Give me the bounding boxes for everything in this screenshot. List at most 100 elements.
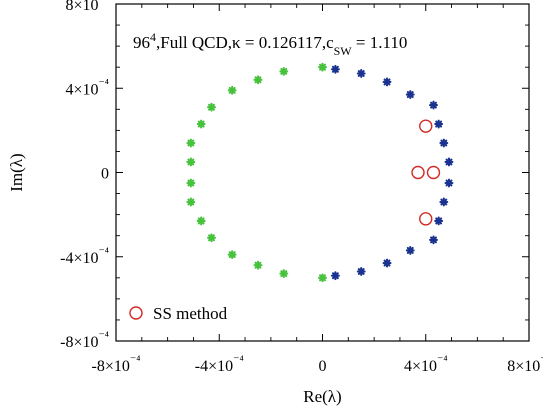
asterisk-stroke bbox=[187, 139, 195, 147]
asterisk-stroke bbox=[208, 103, 215, 111]
tick-label-exponent: ⁻⁴ bbox=[98, 0, 109, 6]
data-point-asterisk bbox=[330, 64, 340, 74]
data-point-asterisk bbox=[253, 260, 263, 270]
plot-border bbox=[115, 3, 530, 342]
data-point-asterisk bbox=[318, 62, 327, 72]
chart-title-part: 96 bbox=[133, 33, 150, 52]
tick-label-base: -8×10 bbox=[60, 334, 98, 351]
data-point-asterisk bbox=[429, 100, 438, 110]
data-point-circle bbox=[411, 165, 425, 180]
asterisk-stroke bbox=[254, 76, 262, 84]
asterisk-stroke bbox=[187, 179, 195, 187]
data-point-asterisk bbox=[186, 138, 196, 148]
axis-labels: Re(λ) Im(λ) bbox=[7, 153, 342, 406]
asterisk-stroke bbox=[435, 120, 443, 128]
tick-label-base: -8×10 bbox=[92, 358, 130, 375]
asterisk-stroke bbox=[357, 70, 365, 77]
data-point-asterisk bbox=[434, 216, 444, 226]
data-point-asterisk bbox=[253, 75, 263, 85]
data-point-asterisk bbox=[196, 119, 206, 129]
data-point-circle bbox=[419, 119, 433, 133]
data-point-asterisk bbox=[444, 157, 454, 167]
x-tick-label: 4×10⁻⁴ bbox=[404, 353, 448, 375]
asterisk-stroke bbox=[383, 259, 391, 267]
y-tick-label: 4×10⁻⁴ bbox=[65, 76, 109, 98]
data-point-asterisk bbox=[444, 178, 454, 188]
y-tick-label: 8×10⁻⁴ bbox=[65, 0, 109, 14]
asterisk-stroke bbox=[280, 270, 288, 278]
x-tick-label: -8×10⁻⁴ bbox=[92, 353, 141, 375]
plot-frame bbox=[115, 3, 530, 342]
data-point-asterisk bbox=[196, 216, 206, 226]
asterisk-stroke bbox=[319, 274, 326, 282]
asterisk-stroke bbox=[254, 261, 262, 269]
asterisk-stroke bbox=[357, 268, 365, 275]
chart-title-part: = 1.110 bbox=[352, 33, 408, 52]
tick-label-base: -4×10 bbox=[195, 358, 233, 375]
data-point-circle bbox=[419, 212, 433, 226]
tick-label-exponent: ⁻⁴ bbox=[98, 76, 109, 90]
axis-ticks bbox=[115, 3, 530, 342]
data-point-asterisk bbox=[186, 157, 196, 167]
asterisk-stroke bbox=[435, 217, 443, 225]
data-point-asterisk bbox=[330, 271, 340, 281]
legend-layer: SS method bbox=[129, 304, 228, 323]
y-tick-label: 0 bbox=[101, 166, 109, 183]
tick-label-base: 8×10 bbox=[507, 358, 540, 375]
chart-title-part: 4 bbox=[150, 30, 156, 44]
asterisk-stroke bbox=[319, 63, 326, 71]
series-layer bbox=[186, 62, 454, 283]
tick-label-base: -4×10 bbox=[60, 250, 98, 267]
tick-labels: -8×10⁻⁴-4×10⁻⁴04×10⁻⁴8×10⁻⁴8×10⁻⁴4×10⁻⁴0… bbox=[60, 0, 543, 375]
legend-marker-ss-method bbox=[129, 306, 143, 320]
chart-title-part: ,Full QCD,κ = 0.126117,c bbox=[156, 33, 334, 52]
tick-label-exponent: ⁻⁴ bbox=[233, 353, 244, 367]
title-layer: 964,Full QCD,κ = 0.126117,cSW = 1.110 bbox=[133, 30, 407, 58]
tick-label-exponent: ⁻⁴ bbox=[98, 245, 109, 259]
data-point-asterisk bbox=[227, 85, 237, 95]
asterisk-stroke bbox=[440, 139, 448, 147]
asterisk-stroke bbox=[331, 272, 339, 280]
tick-label-base: 4×10 bbox=[404, 358, 437, 375]
asterisk-stroke bbox=[208, 234, 215, 242]
series-2 bbox=[411, 119, 441, 226]
tick-label-base: 8×10 bbox=[65, 0, 98, 14]
x-axis-label: Re(λ) bbox=[303, 387, 341, 406]
asterisk-stroke bbox=[228, 86, 236, 94]
data-point-asterisk bbox=[318, 273, 327, 283]
y-tick-label: -4×10⁻⁴ bbox=[60, 245, 109, 267]
data-point-asterisk bbox=[405, 245, 415, 255]
asterisk-stroke bbox=[187, 198, 195, 206]
asterisk-stroke bbox=[406, 246, 414, 254]
data-point-asterisk bbox=[279, 66, 289, 76]
asterisk-stroke bbox=[406, 91, 414, 99]
asterisk-stroke bbox=[383, 78, 391, 86]
data-point-asterisk bbox=[429, 235, 438, 245]
asterisk-stroke bbox=[197, 217, 205, 225]
tick-label-exponent: ⁻⁴ bbox=[130, 353, 141, 367]
data-point-asterisk bbox=[405, 90, 415, 100]
data-point-asterisk bbox=[207, 233, 216, 243]
data-point-asterisk bbox=[227, 250, 237, 260]
chart-title-part: SW bbox=[334, 44, 353, 58]
data-point-asterisk bbox=[382, 77, 392, 87]
data-point-asterisk bbox=[186, 178, 196, 188]
tick-label-exponent: ⁻⁴ bbox=[98, 329, 109, 343]
tick-label-exponent: ⁻⁴ bbox=[437, 353, 448, 367]
asterisk-stroke bbox=[197, 120, 205, 128]
asterisk-stroke bbox=[331, 65, 339, 73]
x-tick-label: -4×10⁻⁴ bbox=[195, 353, 244, 375]
data-point-asterisk bbox=[186, 197, 196, 207]
legend-label-ss-method: SS method bbox=[153, 304, 228, 323]
data-point-asterisk bbox=[279, 269, 289, 279]
data-point-asterisk bbox=[439, 197, 449, 207]
asterisk-stroke bbox=[187, 158, 195, 166]
asterisk-stroke bbox=[280, 67, 288, 75]
data-point-asterisk bbox=[207, 102, 216, 112]
asterisk-stroke bbox=[445, 179, 453, 187]
data-point-asterisk bbox=[356, 69, 366, 78]
y-tick-label: -8×10⁻⁴ bbox=[60, 329, 109, 351]
data-point-asterisk bbox=[382, 258, 392, 268]
